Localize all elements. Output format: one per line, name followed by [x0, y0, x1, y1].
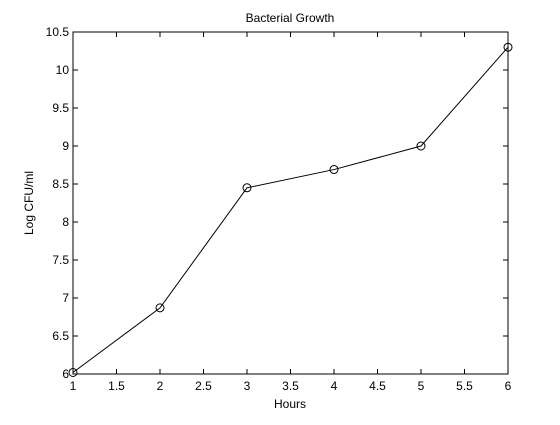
- y-tick-label: 9: [62, 139, 69, 153]
- axis-tick-labels: 1 1.5 2 2.5 3 3.5 4 4.5 5 5.5 6 6 6.5 7 7.5 8 8.5 9 9.5 10 1…: [46, 25, 512, 393]
- data-point-marker: [503, 42, 513, 52]
- x-tick-label: 6: [505, 379, 512, 393]
- x-tick-label: 3.5: [282, 379, 299, 393]
- y-tick-label: 8.5: [52, 177, 69, 191]
- x-tick-label: 1: [70, 379, 77, 393]
- y-tick-label: 8: [62, 215, 69, 229]
- data-point-marker: [68, 367, 78, 377]
- data-point-marker: [242, 183, 252, 193]
- chart-title: Bacterial Growth: [246, 11, 335, 25]
- y-axis-title: Log CFU/ml: [22, 171, 36, 235]
- data-point-marker: [329, 165, 339, 175]
- x-axis-title: Hours: [274, 397, 306, 411]
- y-tick-label: 7.5: [52, 253, 69, 267]
- y-tick-label: 6.5: [52, 329, 69, 343]
- y-tick-label: 7: [62, 291, 69, 305]
- x-tick-label: 5: [418, 379, 425, 393]
- x-tick-label: 1.5: [108, 379, 125, 393]
- x-tick-label: 2: [157, 379, 164, 393]
- x-tick-label: 3: [244, 379, 251, 393]
- x-tick-label: 4.5: [369, 379, 386, 393]
- data-point-marker: [416, 141, 426, 151]
- y-tick-label: 10.5: [46, 25, 70, 39]
- x-tick-label: 2.5: [195, 379, 212, 393]
- x-tick-label: 4: [331, 379, 338, 393]
- y-tick-label: 6: [62, 367, 69, 381]
- x-tick-label: 5.5: [456, 379, 473, 393]
- data-point-marker: [155, 303, 165, 313]
- series-layer: [68, 42, 513, 377]
- axis-ticks: [72, 31, 509, 375]
- plot-area: [72, 31, 509, 375]
- y-tick-label: 10: [56, 63, 70, 77]
- y-tick-label: 9.5: [52, 101, 69, 115]
- series-line: [72, 46, 509, 373]
